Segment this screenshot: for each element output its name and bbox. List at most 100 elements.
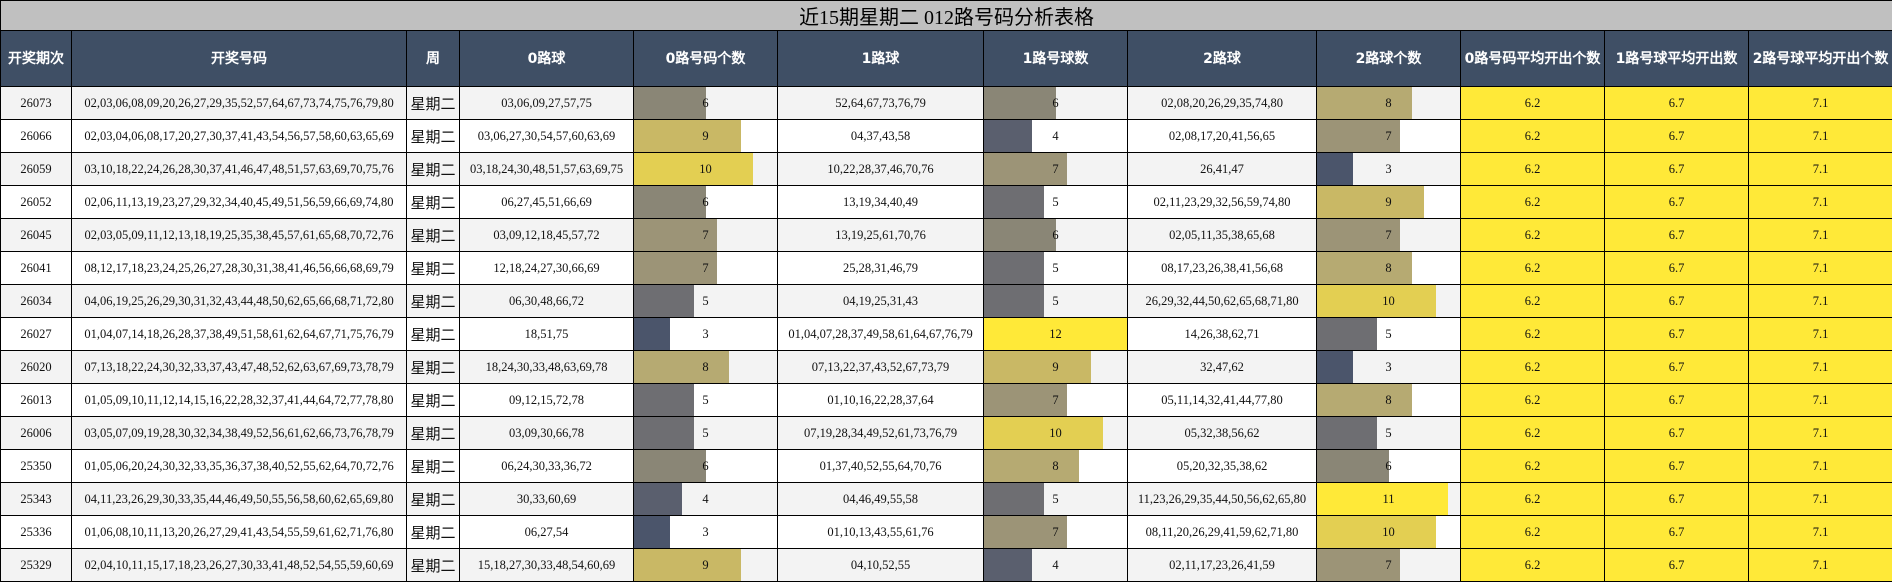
route0-count-cell[interactable]: 6 <box>634 186 778 219</box>
route2-count-cell[interactable]: 11 <box>1317 483 1461 516</box>
route0-avg-cell[interactable]: 6.2 <box>1461 153 1605 186</box>
route0-balls-cell[interactable]: 03,06,27,30,54,57,60,63,69 <box>460 120 634 153</box>
route2-balls-cell[interactable]: 08,17,23,26,38,41,56,68 <box>1128 252 1317 285</box>
route1-count-cell[interactable]: 6 <box>984 87 1128 120</box>
week-cell[interactable]: 星期二 <box>407 285 460 318</box>
route2-avg-cell[interactable]: 7.1 <box>1749 351 1892 384</box>
route2-count-cell[interactable]: 5 <box>1317 318 1461 351</box>
period-cell[interactable]: 26041 <box>1 252 72 285</box>
route1-balls-cell[interactable]: 13,19,34,40,49 <box>778 186 984 219</box>
numbers-cell[interactable]: 02,06,11,13,19,23,27,29,32,34,40,45,49,5… <box>72 186 407 219</box>
route0-avg-cell[interactable]: 6.2 <box>1461 417 1605 450</box>
route0-count-cell[interactable]: 3 <box>634 318 778 351</box>
numbers-cell[interactable]: 01,05,09,10,11,12,14,15,16,22,28,32,37,4… <box>72 384 407 417</box>
route0-avg-cell[interactable]: 6.2 <box>1461 285 1605 318</box>
route2-avg-cell[interactable]: 7.1 <box>1749 417 1892 450</box>
route0-avg-cell[interactable]: 6.2 <box>1461 549 1605 582</box>
route1-balls-cell[interactable]: 01,37,40,52,55,64,70,76 <box>778 450 984 483</box>
route0-avg-cell[interactable]: 6.2 <box>1461 252 1605 285</box>
route0-count-cell[interactable]: 6 <box>634 87 778 120</box>
numbers-cell[interactable]: 03,05,07,09,19,28,30,32,34,38,49,52,56,6… <box>72 417 407 450</box>
route0-avg-cell[interactable]: 6.2 <box>1461 87 1605 120</box>
route0-count-cell[interactable]: 6 <box>634 450 778 483</box>
route2-count-cell[interactable]: 3 <box>1317 351 1461 384</box>
week-cell[interactable]: 星期二 <box>407 351 460 384</box>
route1-count-cell[interactable]: 4 <box>984 120 1128 153</box>
route1-count-cell[interactable]: 5 <box>984 186 1128 219</box>
numbers-cell[interactable]: 02,03,04,06,08,17,20,27,30,37,41,43,54,5… <box>72 120 407 153</box>
numbers-cell[interactable]: 02,04,10,11,15,17,18,23,26,27,30,33,41,4… <box>72 549 407 582</box>
route1-avg-cell[interactable]: 6.7 <box>1605 549 1749 582</box>
route2-balls-cell[interactable]: 02,11,17,23,26,41,59 <box>1128 549 1317 582</box>
route2-count-cell[interactable]: 9 <box>1317 186 1461 219</box>
header-route2-balls[interactable]: 2路球 <box>1128 31 1317 87</box>
route0-avg-cell[interactable]: 6.2 <box>1461 516 1605 549</box>
route0-balls-cell[interactable]: 12,18,24,27,30,66,69 <box>460 252 634 285</box>
period-cell[interactable]: 26052 <box>1 186 72 219</box>
route1-balls-cell[interactable]: 52,64,67,73,76,79 <box>778 87 984 120</box>
route1-count-cell[interactable]: 7 <box>984 153 1128 186</box>
route2-count-cell[interactable]: 7 <box>1317 219 1461 252</box>
route1-count-cell[interactable]: 9 <box>984 351 1128 384</box>
route0-balls-cell[interactable]: 06,30,48,66,72 <box>460 285 634 318</box>
period-cell[interactable]: 26066 <box>1 120 72 153</box>
route1-count-cell[interactable]: 7 <box>984 384 1128 417</box>
route2-balls-cell[interactable]: 14,26,38,62,71 <box>1128 318 1317 351</box>
table-title[interactable]: 近15期星期二 012路号码分析表格 <box>1 1 1892 31</box>
route1-balls-cell[interactable]: 10,22,28,37,46,70,76 <box>778 153 984 186</box>
route1-count-cell[interactable]: 10 <box>984 417 1128 450</box>
week-cell[interactable]: 星期二 <box>407 87 460 120</box>
route1-count-cell[interactable]: 5 <box>984 252 1128 285</box>
route0-count-cell[interactable]: 5 <box>634 384 778 417</box>
route1-avg-cell[interactable]: 6.7 <box>1605 186 1749 219</box>
period-cell[interactable]: 25336 <box>1 516 72 549</box>
numbers-cell[interactable]: 01,06,08,10,11,13,20,26,27,29,41,43,54,5… <box>72 516 407 549</box>
route2-count-cell[interactable]: 10 <box>1317 285 1461 318</box>
route0-avg-cell[interactable]: 6.2 <box>1461 483 1605 516</box>
period-cell[interactable]: 26059 <box>1 153 72 186</box>
route1-count-cell[interactable]: 5 <box>984 483 1128 516</box>
period-cell[interactable]: 25350 <box>1 450 72 483</box>
route0-balls-cell[interactable]: 30,33,60,69 <box>460 483 634 516</box>
route0-count-cell[interactable]: 9 <box>634 120 778 153</box>
route1-avg-cell[interactable]: 6.7 <box>1605 120 1749 153</box>
route2-balls-cell[interactable]: 02,05,11,35,38,65,68 <box>1128 219 1317 252</box>
header-week[interactable]: 周 <box>407 31 460 87</box>
route0-count-cell[interactable]: 10 <box>634 153 778 186</box>
route1-avg-cell[interactable]: 6.7 <box>1605 417 1749 450</box>
route1-avg-cell[interactable]: 6.7 <box>1605 516 1749 549</box>
numbers-cell[interactable]: 02,03,05,09,11,12,13,18,19,25,35,38,45,5… <box>72 219 407 252</box>
route0-balls-cell[interactable]: 03,06,09,27,57,75 <box>460 87 634 120</box>
route0-balls-cell[interactable]: 18,51,75 <box>460 318 634 351</box>
route0-count-cell[interactable]: 7 <box>634 219 778 252</box>
period-cell[interactable]: 26013 <box>1 384 72 417</box>
route0-balls-cell[interactable]: 06,24,30,33,36,72 <box>460 450 634 483</box>
route1-avg-cell[interactable]: 6.7 <box>1605 351 1749 384</box>
route0-count-cell[interactable]: 7 <box>634 252 778 285</box>
header-numbers[interactable]: 开奖号码 <box>72 31 407 87</box>
week-cell[interactable]: 星期二 <box>407 384 460 417</box>
week-cell[interactable]: 星期二 <box>407 252 460 285</box>
route1-avg-cell[interactable]: 6.7 <box>1605 219 1749 252</box>
route0-balls-cell[interactable]: 06,27,45,51,66,69 <box>460 186 634 219</box>
route2-count-cell[interactable]: 7 <box>1317 120 1461 153</box>
route2-count-cell[interactable]: 8 <box>1317 384 1461 417</box>
numbers-cell[interactable]: 04,06,19,25,26,29,30,31,32,43,44,48,50,6… <box>72 285 407 318</box>
route1-balls-cell[interactable]: 04,46,49,55,58 <box>778 483 984 516</box>
route0-balls-cell[interactable]: 03,18,24,30,48,51,57,63,69,75 <box>460 153 634 186</box>
route0-avg-cell[interactable]: 6.2 <box>1461 351 1605 384</box>
header-route1-count[interactable]: 1路号球数 <box>984 31 1128 87</box>
week-cell[interactable]: 星期二 <box>407 549 460 582</box>
route1-balls-cell[interactable]: 04,37,43,58 <box>778 120 984 153</box>
route0-avg-cell[interactable]: 6.2 <box>1461 384 1605 417</box>
route0-balls-cell[interactable]: 03,09,12,18,45,57,72 <box>460 219 634 252</box>
numbers-cell[interactable]: 08,12,17,18,23,24,25,26,27,28,30,31,38,4… <box>72 252 407 285</box>
header-route2-count[interactable]: 2路球个数 <box>1317 31 1461 87</box>
route2-avg-cell[interactable]: 7.1 <box>1749 549 1892 582</box>
numbers-cell[interactable]: 01,05,06,20,24,30,32,33,35,36,37,38,40,5… <box>72 450 407 483</box>
route2-balls-cell[interactable]: 26,41,47 <box>1128 153 1317 186</box>
numbers-cell[interactable]: 02,03,06,08,09,20,26,27,29,35,52,57,64,6… <box>72 87 407 120</box>
period-cell[interactable]: 26034 <box>1 285 72 318</box>
route2-count-cell[interactable]: 6 <box>1317 450 1461 483</box>
route0-count-cell[interactable]: 4 <box>634 483 778 516</box>
